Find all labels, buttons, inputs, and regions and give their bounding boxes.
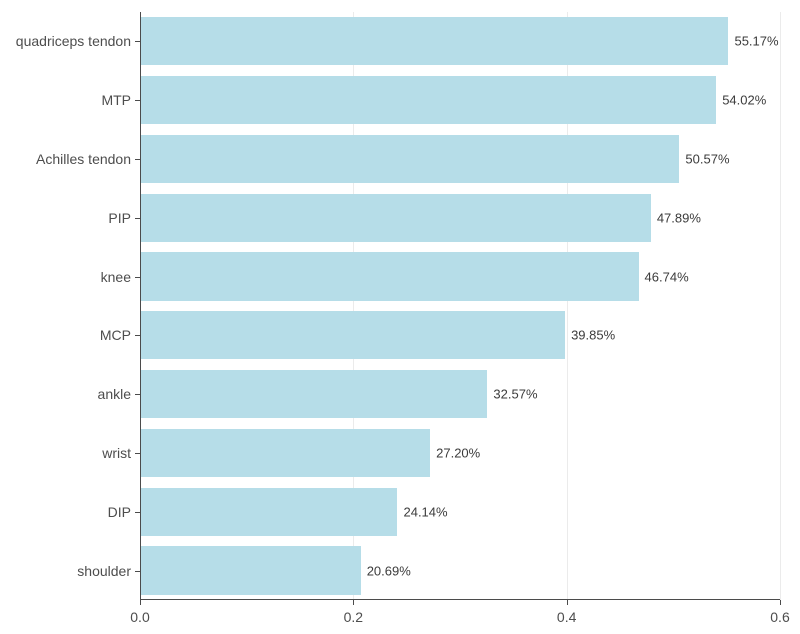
x-tick-mark xyxy=(353,600,354,605)
y-tick-label: wrist xyxy=(102,445,131,461)
chart-container: 55.17% 54.02% 50.57% 47.89% 46.74% 39.85% 32.5… xyxy=(0,0,800,634)
bar-value-label: 54.02% xyxy=(722,93,766,108)
bar-row: 47.89% xyxy=(140,194,780,242)
bar xyxy=(140,252,639,300)
y-tick-mark xyxy=(135,159,140,160)
y-tick-mark xyxy=(135,335,140,336)
bar-value-label: 55.17% xyxy=(734,34,778,49)
bar-value-label: 27.20% xyxy=(436,445,480,460)
y-tick-mark xyxy=(135,571,140,572)
bar xyxy=(140,17,728,65)
y-tick-mark xyxy=(135,277,140,278)
y-tick-label: DIP xyxy=(108,504,131,520)
bar-value-label: 39.85% xyxy=(571,328,615,343)
bar-row: 55.17% xyxy=(140,17,780,65)
bar-value-label: 20.69% xyxy=(367,563,411,578)
x-axis-line xyxy=(140,599,780,600)
grid-line xyxy=(780,12,781,600)
y-tick-label: PIP xyxy=(108,210,131,226)
y-tick-label: MCP xyxy=(100,327,131,343)
y-tick-mark xyxy=(135,41,140,42)
bar-row: 32.57% xyxy=(140,370,780,418)
bar-row: 39.85% xyxy=(140,311,780,359)
x-tick-mark xyxy=(567,600,568,605)
plot-area: 55.17% 54.02% 50.57% 47.89% 46.74% 39.85% 32.5… xyxy=(140,12,780,600)
y-tick-mark xyxy=(135,512,140,513)
y-tick-mark xyxy=(135,453,140,454)
y-tick-label: quadriceps tendon xyxy=(16,33,131,49)
bar xyxy=(140,370,487,418)
bar-row: 27.20% xyxy=(140,429,780,477)
y-tick-label: knee xyxy=(101,269,131,285)
y-tick-mark xyxy=(135,394,140,395)
bar-row: 20.69% xyxy=(140,546,780,594)
y-axis-line xyxy=(140,12,141,600)
bar-row: 54.02% xyxy=(140,76,780,124)
y-tick-label: Achilles tendon xyxy=(36,151,131,167)
bar xyxy=(140,76,716,124)
y-tick-label: MTP xyxy=(101,92,131,108)
bar xyxy=(140,429,430,477)
x-tick-label: 0.0 xyxy=(130,609,149,625)
bar xyxy=(140,311,565,359)
x-tick-label: 0.4 xyxy=(557,609,576,625)
bar-value-label: 50.57% xyxy=(685,151,729,166)
y-tick-mark xyxy=(135,100,140,101)
bar xyxy=(140,194,651,242)
x-tick-label: 0.2 xyxy=(344,609,363,625)
bar xyxy=(140,546,361,594)
bar-row: 24.14% xyxy=(140,488,780,536)
bar xyxy=(140,488,397,536)
bar-row: 46.74% xyxy=(140,252,780,300)
y-tick-label: ankle xyxy=(98,386,131,402)
x-tick-mark xyxy=(780,600,781,605)
x-tick-mark xyxy=(140,600,141,605)
bar-value-label: 46.74% xyxy=(645,269,689,284)
bar-value-label: 32.57% xyxy=(493,387,537,402)
bar-row: 50.57% xyxy=(140,135,780,183)
y-tick-label: shoulder xyxy=(77,563,131,579)
bar xyxy=(140,135,679,183)
y-tick-mark xyxy=(135,218,140,219)
x-tick-label: 0.6 xyxy=(770,609,789,625)
bar-value-label: 47.89% xyxy=(657,210,701,225)
bar-value-label: 24.14% xyxy=(403,504,447,519)
